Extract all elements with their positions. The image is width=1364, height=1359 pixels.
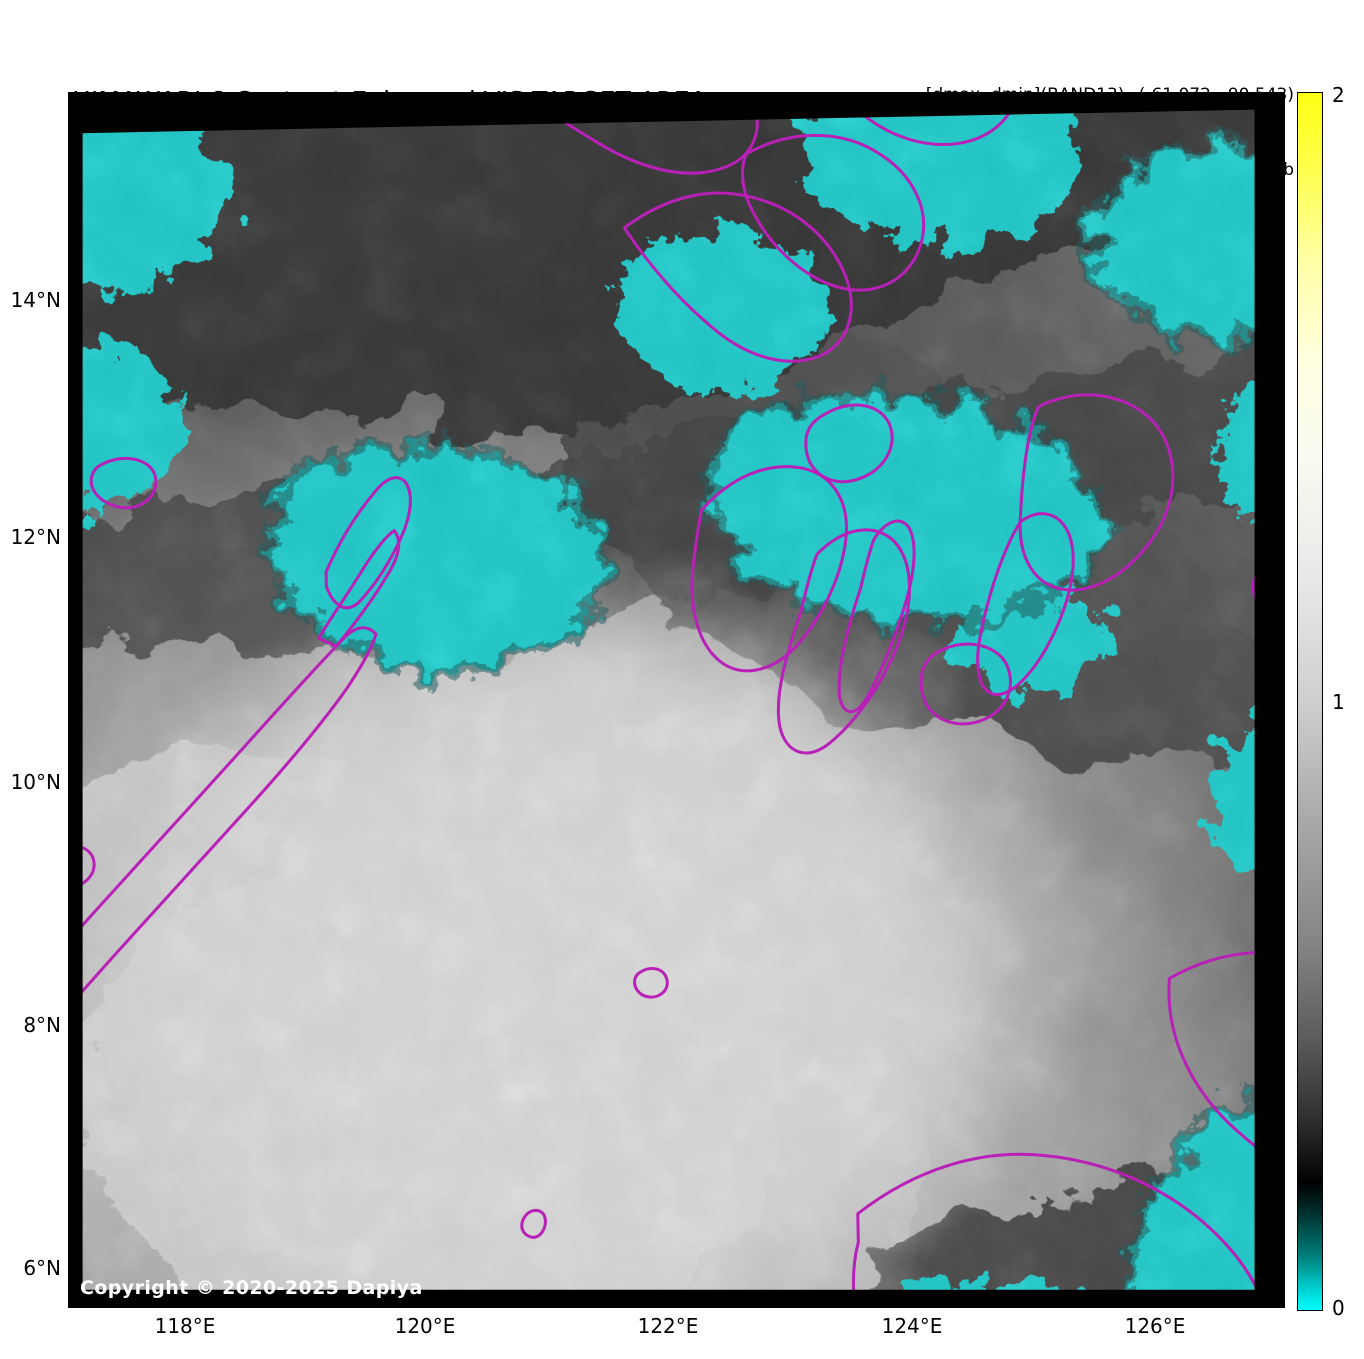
x-tick-label-120e: 120°E	[394, 1314, 456, 1338]
colorbar-tick-1: 1	[1332, 690, 1345, 714]
x-tick-label-122e: 122°E	[637, 1314, 699, 1338]
y-tick-label-12n: 12°N	[10, 525, 61, 549]
y-tick-label-10n: 10°N	[10, 770, 61, 794]
colorbar-tick-2: 2	[1332, 83, 1345, 107]
x-tick-label-118e: 118°E	[154, 1314, 216, 1338]
y-tick-label-8n: 8°N	[23, 1013, 61, 1037]
satellite-plot-area[interactable]	[68, 92, 1285, 1308]
satellite-imagery	[68, 92, 1285, 1308]
colorbar-tick-0: 0	[1332, 1296, 1345, 1320]
colorbar-gradient	[1298, 93, 1322, 1310]
y-tick-label-6n: 6°N	[23, 1256, 61, 1280]
x-tick-label-124e: 124°E	[881, 1314, 943, 1338]
y-tick-label-14n: 14°N	[10, 288, 61, 312]
x-tick-label-126e: 126°E	[1124, 1314, 1186, 1338]
copyright-label: Copyright © 2020-2025 Dapiya	[80, 1277, 423, 1299]
colorbar[interactable]	[1297, 92, 1323, 1311]
